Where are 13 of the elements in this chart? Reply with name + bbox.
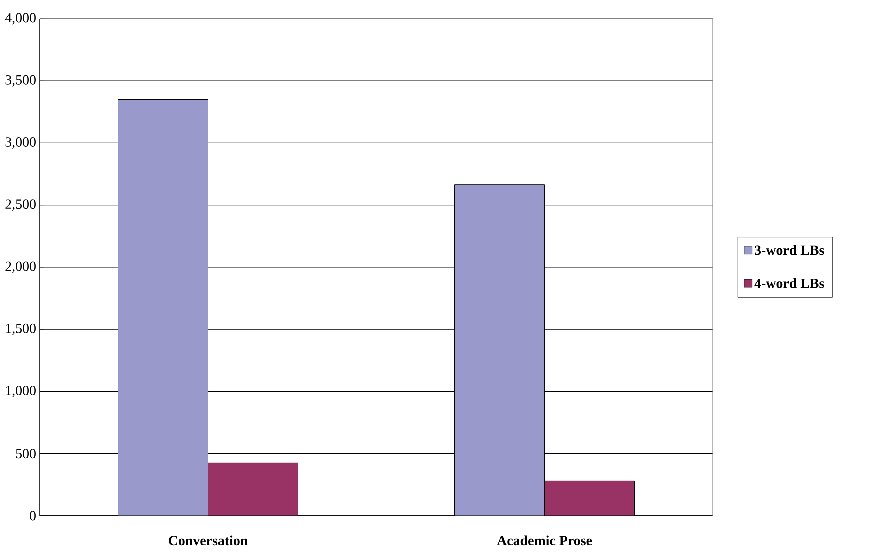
legend-label: 3-word LBs bbox=[755, 245, 824, 256]
y-tick-label: 0 bbox=[30, 511, 36, 521]
x-tick-label: Academic Prose bbox=[497, 536, 592, 546]
y-tick-label: 2,500 bbox=[6, 200, 36, 212]
y-tick-label: 3,500 bbox=[6, 75, 36, 87]
y-tick-label: 4,000 bbox=[5, 13, 36, 25]
x-tick-label: Conversation bbox=[169, 536, 248, 546]
y-tick-label: 1,500 bbox=[6, 324, 36, 336]
legend-label: 4-word LBs bbox=[754, 278, 824, 288]
y-tick-label: 2,000 bbox=[6, 262, 36, 274]
y-tick-label: 500 bbox=[16, 449, 36, 459]
y-tick-label: 1,000 bbox=[6, 386, 36, 398]
y-tick-label: 3,000 bbox=[6, 138, 36, 149]
